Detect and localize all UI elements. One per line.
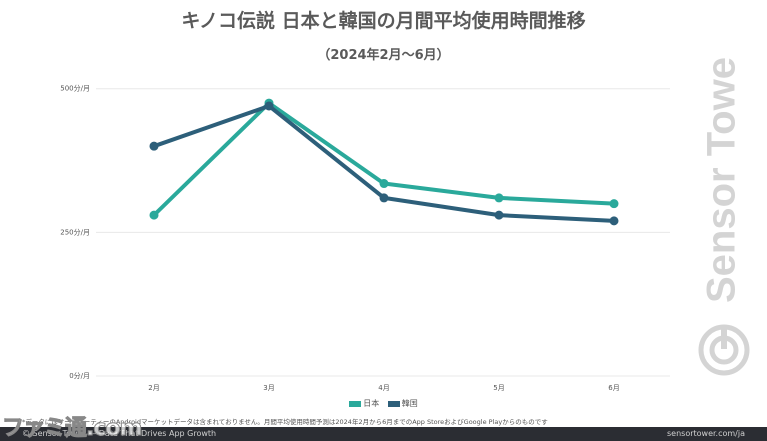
legend-item-japan[interactable]: 日本	[349, 398, 379, 409]
chart-title: キノコ伝説 日本と韓国の月間平均使用時間推移	[181, 10, 586, 32]
x-tick-label-4: 6月	[608, 384, 619, 392]
legend-label-japan: 日本	[363, 399, 380, 408]
series-1-point-3	[494, 210, 504, 220]
series-line-1	[153, 103, 615, 223]
footer-copyright: © Sensor Tower — Data That Drives App Gr…	[22, 429, 217, 438]
chart-legend: 日本 韓国	[0, 398, 767, 409]
series-1-point-1	[264, 101, 274, 111]
legend-swatch-japan	[349, 400, 362, 407]
famitsu-watermark: ファミ通.com	[1, 416, 142, 441]
series-1-point-0	[149, 141, 159, 151]
brand-name: Sensor Tower	[700, 58, 744, 303]
y-tick-label-2: 500分/月	[60, 84, 90, 93]
footnote: *データにはサードパーティーのAndroidマーケットデータは含まれておりません…	[22, 418, 548, 426]
y-tick-label-1: 250分/月	[60, 227, 90, 236]
sensor-tower-logo-icon	[698, 324, 750, 376]
x-tick-label-1: 3月	[263, 384, 274, 392]
series-0-point-0	[149, 210, 159, 220]
chart-subtitle: （2024年2月〜6月）	[317, 48, 450, 63]
legend-swatch-korea	[387, 400, 400, 407]
legend-item-korea[interactable]: 韓国	[387, 398, 418, 409]
y-tick-label-0: 0分/月	[69, 371, 90, 380]
series-0-point-2	[379, 179, 389, 189]
x-tick-label-3: 5月	[493, 384, 504, 392]
series-1-point-4	[609, 216, 619, 226]
sensor-tower-brand: Sensor Tower	[697, 41, 751, 388]
series-1-point-2	[379, 193, 389, 203]
series-0-point-3	[494, 193, 504, 203]
series-0-point-4	[609, 199, 619, 209]
legend-label-korea: 韓国	[401, 399, 418, 408]
x-tick-label-2: 4月	[378, 384, 389, 392]
footer-bar: © Sensor Tower — Data That Drives App Gr…	[0, 427, 767, 441]
footer-url[interactable]: sensortower.com/ja	[666, 429, 745, 438]
x-tick-label-0: 2月	[148, 384, 159, 392]
